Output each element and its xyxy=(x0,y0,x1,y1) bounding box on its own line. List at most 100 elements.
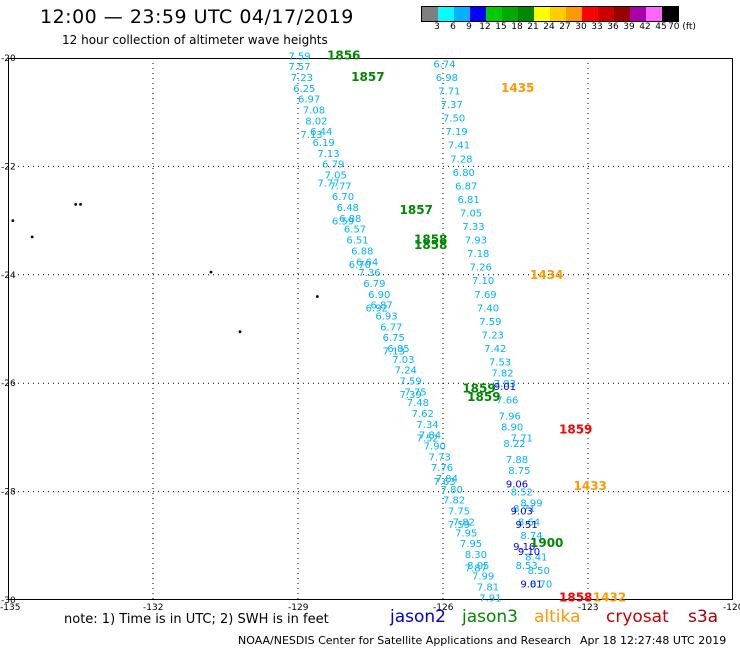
swh-value-label: 7.24 xyxy=(395,366,417,377)
swh-value-label: 7.13 xyxy=(317,149,339,160)
legend-item-altika: altika xyxy=(534,607,581,627)
color-swatch xyxy=(534,7,550,21)
swh-value-label: 6.70 xyxy=(332,192,354,203)
swh-value-label: 8.64 xyxy=(518,517,540,528)
latitude-tick-label: -28 xyxy=(1,488,16,498)
swh-value-label: 9.10 xyxy=(518,547,540,558)
pass-time-label: 1858 xyxy=(414,238,447,252)
latitude-tick-label: -20 xyxy=(1,54,16,64)
swh-value-label: 8.53 xyxy=(516,561,538,572)
color-scale-label: 21 xyxy=(527,22,539,32)
map-title: 12:00 — 23:59 UTC 04/17/2019 xyxy=(40,6,354,28)
swh-value-label: 7.71 xyxy=(438,87,460,98)
swh-value-label: 8.02 xyxy=(305,116,327,127)
swh-value-label: 6.85 xyxy=(387,344,409,355)
swh-value-label: 7.18 xyxy=(467,249,489,260)
legend-item-s3a: s3a xyxy=(688,607,719,627)
swh-value-label: 7.69 xyxy=(474,290,496,301)
pass-time-label: 1859 xyxy=(559,422,592,436)
swh-value-label: 7.40 xyxy=(477,303,499,314)
pass-time-label: 1435 xyxy=(501,81,534,95)
pass-time-label: 1434 xyxy=(530,268,563,282)
swh-value-label: 6.79 xyxy=(363,279,385,290)
swh-value-label: 8.90 xyxy=(501,423,523,434)
color-scale-label: 3 xyxy=(434,22,440,32)
swh-value-label: 7.03 xyxy=(392,355,414,366)
swh-value-label: 7.48 xyxy=(407,398,429,409)
longitude-tick-label: -126 xyxy=(433,603,454,613)
swh-value-label: 6.74 xyxy=(433,59,455,70)
swh-value-label: 6.88 xyxy=(339,214,361,225)
swh-value-label: 6.64 xyxy=(356,257,378,268)
color-swatch xyxy=(422,7,438,21)
pass-time-label: 1900 xyxy=(530,536,563,550)
swh-value-label: 6.19 xyxy=(313,138,335,149)
island-marker xyxy=(11,219,15,223)
color-scale-label: 30 xyxy=(575,22,587,32)
color-scale-label: 39 xyxy=(623,22,635,32)
swh-value-label: 7.95 xyxy=(460,539,482,550)
swh-value-label: 8.50 xyxy=(528,566,550,577)
color-scale-label: 18 xyxy=(511,22,523,32)
swh-value-label: 8.05 xyxy=(467,561,489,572)
swh-value-label: 7.87 xyxy=(465,563,487,574)
swh-value-label: 6.70 xyxy=(349,260,371,271)
swh-value-label: 8.41 xyxy=(525,553,547,564)
swh-value-label: 6.77 xyxy=(380,322,402,333)
swh-value-label: 7.52 xyxy=(416,433,438,444)
swh-value-label: 7.75 xyxy=(448,507,470,518)
swh-value-label: 6.80 xyxy=(453,168,475,179)
swh-value-label: 7.77 xyxy=(317,179,339,190)
swh-value-label: 7.82 xyxy=(443,496,465,507)
swh-value-label: 8.52 xyxy=(511,488,533,499)
swh-value-label: 6.81 xyxy=(458,195,480,206)
color-swatch xyxy=(454,7,470,21)
swh-value-label: 7.91 xyxy=(479,593,501,604)
swh-value-label: 8.30 xyxy=(465,550,487,561)
swh-value-label: 7.77 xyxy=(329,181,351,192)
longitude-tick-label: -123 xyxy=(578,603,598,613)
swh-value-label: 7.76 xyxy=(431,463,453,474)
swh-value-label: 7.59 xyxy=(479,317,501,328)
swh-value-label: 7.84 xyxy=(419,431,441,442)
island-marker xyxy=(238,330,242,334)
swh-value-label: 6.79 xyxy=(322,160,344,171)
swh-value-label: 7.88 xyxy=(506,455,528,466)
swh-value-label: 7.99 xyxy=(472,572,494,583)
swh-value-label: 6.59 xyxy=(332,217,354,228)
color-swatch xyxy=(438,7,454,21)
swh-value-label: 7.05 xyxy=(325,171,347,182)
swh-value-label: 7.19 xyxy=(445,127,467,138)
swh-value-label: 7.80 xyxy=(441,485,463,496)
swh-value-label: 7.59 xyxy=(400,376,422,387)
timestamp: Apr 18 12:27:48 UTC 2019 xyxy=(580,634,727,647)
swh-value-label: 7.95 xyxy=(455,528,477,539)
swh-value-label: 7.42 xyxy=(484,344,506,355)
swh-value-label: 7.23 xyxy=(291,73,313,84)
swh-value-label: 7.10 xyxy=(472,276,494,287)
legend-item-cryosat: cryosat xyxy=(606,607,669,627)
swh-value-label: 7.96 xyxy=(499,412,521,423)
longitude-tick-label: -135 xyxy=(0,603,20,613)
swh-value-label: 7.81 xyxy=(477,582,499,593)
swh-value-label: 7.13 xyxy=(300,130,322,141)
color-scale-label: 27 xyxy=(559,22,571,32)
swh-value-label: 6.48 xyxy=(337,203,359,214)
swh-value-label: 7.34 xyxy=(416,420,438,431)
swh-value-label: 7.53 xyxy=(489,358,511,369)
swh-value-label: 7.75 xyxy=(404,387,426,398)
color-swatch xyxy=(582,7,598,21)
swh-value-label: 6.75 xyxy=(383,333,405,344)
swh-value-label: 6.25 xyxy=(293,84,315,95)
swh-value-label: 8.71 xyxy=(513,504,535,515)
color-swatch xyxy=(566,7,582,21)
swh-value-label: 7.33 xyxy=(462,222,484,233)
latitude-tick-label: -30 xyxy=(1,596,16,606)
pass-time-label: 1433 xyxy=(574,479,607,493)
color-scale-label: 70 (ft) xyxy=(668,22,696,32)
swh-value-label: 6.51 xyxy=(346,236,368,247)
color-swatch xyxy=(630,7,646,21)
color-swatch xyxy=(486,7,502,21)
swh-value-label: 8.22 xyxy=(503,439,525,450)
swh-value-label: 7.57 xyxy=(288,62,310,73)
